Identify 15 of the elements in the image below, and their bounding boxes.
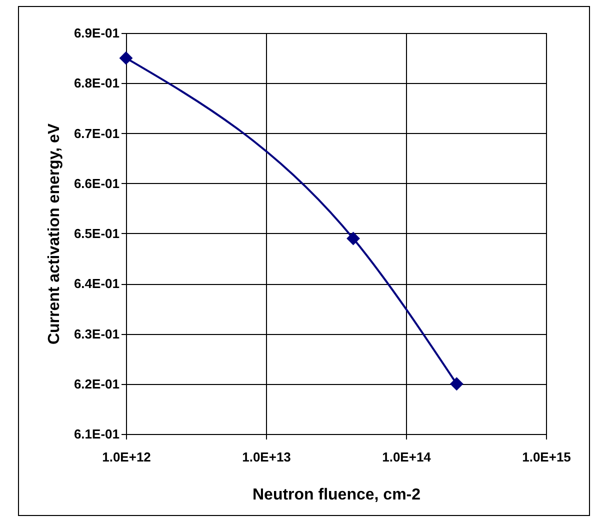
y-tick-label: 6.2E-01 bbox=[74, 376, 120, 392]
x-axis-title: Neutron fluence, cm-2 bbox=[252, 486, 421, 504]
y-tick-label: 6.9E-01 bbox=[74, 26, 120, 40]
y-tick-label: 6.5E-01 bbox=[74, 226, 120, 241]
x-tick-label: 1.0E+12 bbox=[102, 450, 151, 464]
x-tick-label: 1.0E+15 bbox=[522, 450, 571, 464]
x-tick-label: 1.0E+14 bbox=[382, 450, 432, 464]
y-tick-label: 6.1E-01 bbox=[74, 426, 120, 442]
y-tick-label: 6.7E-01 bbox=[74, 126, 120, 141]
y-tick-label: 6.4E-01 bbox=[74, 276, 120, 292]
y-tick-label: 6.8E-01 bbox=[74, 76, 120, 91]
y-tick-label: 6.3E-01 bbox=[74, 326, 120, 342]
x-tick-label: 1.0E+13 bbox=[242, 450, 291, 464]
y-tick-label: 6.6E-01 bbox=[74, 176, 120, 191]
y-axis-title: Current activation energy, eV bbox=[46, 123, 63, 345]
